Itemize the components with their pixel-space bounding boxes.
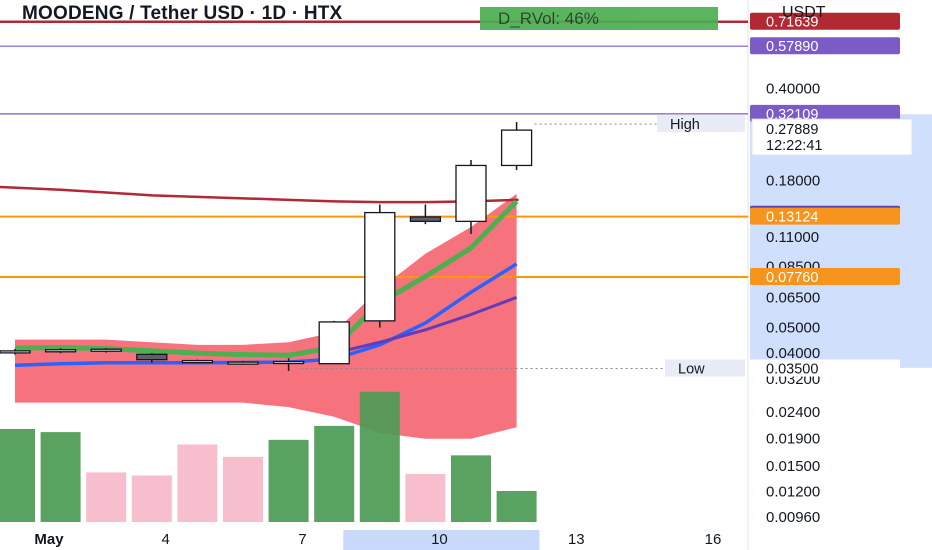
volume-bar xyxy=(268,439,309,522)
y-axis-tick-label: 0.04000 xyxy=(766,345,820,362)
price-label: 0.57890 xyxy=(766,39,818,55)
date-range-highlight xyxy=(343,530,540,550)
x-axis-tick-label: 4 xyxy=(161,531,169,548)
y-axis-tick-label: 0.06500 xyxy=(766,289,820,306)
price-label-bg xyxy=(750,207,900,225)
low-price-bg xyxy=(750,359,900,377)
candle-body xyxy=(0,350,31,354)
candle-body xyxy=(455,164,487,223)
countdown-label: 12:22:41 xyxy=(766,138,822,154)
ma-green-line xyxy=(14,199,519,358)
x-axis-tick-label: 16 xyxy=(705,531,722,548)
y-axis-tick-label: 0.01500 xyxy=(766,458,820,475)
volume-bar xyxy=(40,432,81,522)
volume-bar xyxy=(405,473,446,522)
volume-bar xyxy=(0,429,35,522)
price-label-bg xyxy=(750,104,900,122)
y-axis-tick-label: 0.11000 xyxy=(766,229,819,246)
last-price-box xyxy=(751,118,913,156)
low-tag: Low xyxy=(678,362,705,378)
ma-purple-line xyxy=(333,295,518,355)
candle-body xyxy=(409,216,442,223)
y-axis-tick-label: 0.00960 xyxy=(766,509,820,526)
candle-body xyxy=(227,361,259,365)
price-label: 0.07760 xyxy=(766,270,818,286)
candle-body xyxy=(90,348,122,352)
x-axis-tick-label: 13 xyxy=(568,531,585,548)
x-axis-tick-label: May xyxy=(34,531,64,548)
low-tag-bg xyxy=(665,359,745,377)
volume-bar xyxy=(451,455,491,522)
candle-body xyxy=(500,129,533,167)
volume-bar xyxy=(131,475,172,522)
volume-bar xyxy=(86,472,127,522)
darkred-curve xyxy=(0,185,519,204)
ma-blue-line xyxy=(14,262,518,368)
last-price-label: 0.27889 xyxy=(766,122,818,138)
high-tag: High xyxy=(670,117,700,133)
high-tag-bg xyxy=(657,115,745,133)
candle-body xyxy=(364,211,396,322)
volume-bar xyxy=(496,491,537,522)
x-axis-tick-label: 10 xyxy=(431,531,448,548)
y-axis-tick-label: 0.01900 xyxy=(766,431,820,448)
price-label: 0.13124 xyxy=(766,210,818,226)
volume-bar xyxy=(359,391,400,522)
candle-body xyxy=(272,360,305,365)
price-label: 0.71639 xyxy=(766,15,818,31)
volume-bar xyxy=(177,444,218,522)
y-axis-tick-label: 0.02400 xyxy=(766,404,820,421)
low-price-label: 0.03500 xyxy=(766,362,818,378)
price-label-bg xyxy=(750,268,900,286)
price-label-bg xyxy=(750,12,900,30)
y-axis-tick-label: 0.01200 xyxy=(766,483,820,500)
x-axis-tick-label: 7 xyxy=(298,531,306,548)
volume-bar xyxy=(223,456,263,522)
y-axis-tick-label: 0.40000 xyxy=(766,81,820,98)
candle-body xyxy=(181,359,214,364)
currency-label: USDT xyxy=(782,4,826,21)
candle-body xyxy=(136,353,168,361)
candle-body xyxy=(318,321,350,365)
y-axis-tick-label: 0.05000 xyxy=(766,320,820,337)
volume-bar xyxy=(314,425,355,522)
y-axis-tick-label: 0.18000 xyxy=(766,172,820,189)
rvol-badge: D_RVol: 46% xyxy=(480,7,718,30)
price-label-bg xyxy=(750,37,900,55)
chart-title: MOODENG / Tether USD · 1D · HTX xyxy=(22,3,343,24)
band-area xyxy=(15,193,517,439)
candle-body xyxy=(44,349,77,353)
axis-range-highlight xyxy=(750,114,932,368)
